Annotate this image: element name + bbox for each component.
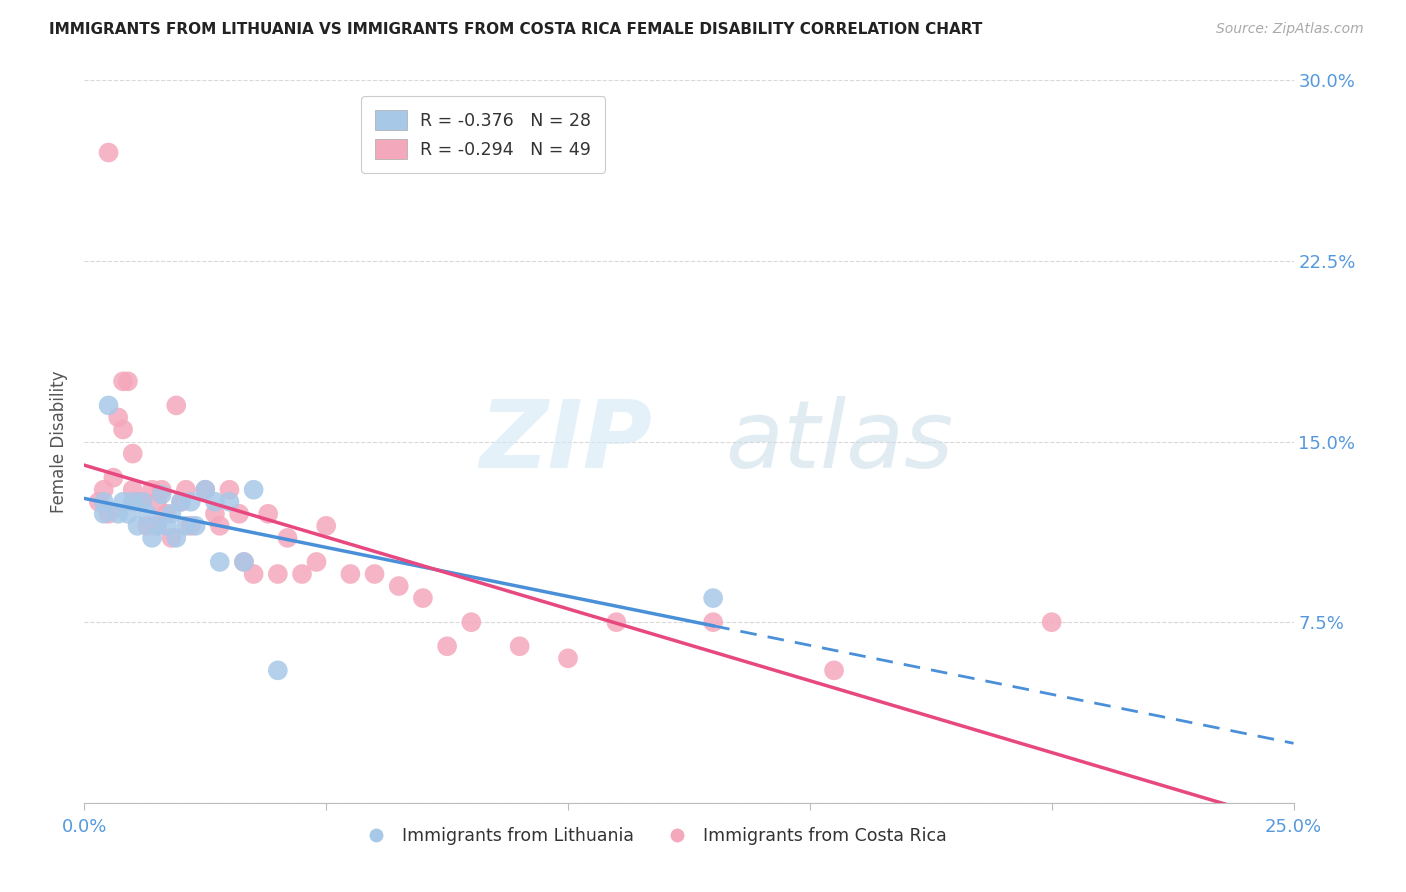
Point xyxy=(315,518,337,533)
Point xyxy=(146,494,169,508)
Text: IMMIGRANTS FROM LITHUANIA VS IMMIGRANTS FROM COSTA RICA FEMALE DISABILITY CORREL: IMMIGRANTS FROM LITHUANIA VS IMMIGRANTS … xyxy=(49,22,983,37)
Legend: Immigrants from Lithuania, Immigrants from Costa Rica: Immigrants from Lithuania, Immigrants fr… xyxy=(352,820,953,852)
Point xyxy=(93,494,115,508)
Point xyxy=(605,615,627,630)
Point xyxy=(184,518,207,533)
Y-axis label: Female Disability: Female Disability xyxy=(51,370,69,513)
Point xyxy=(204,494,226,508)
Point xyxy=(117,374,139,388)
Point xyxy=(146,518,169,533)
Point xyxy=(141,531,163,545)
Point xyxy=(127,518,149,533)
Point xyxy=(267,664,290,678)
Point xyxy=(228,507,250,521)
Point xyxy=(87,494,110,508)
Point xyxy=(702,591,724,605)
Point xyxy=(112,374,135,388)
Point xyxy=(339,567,361,582)
Point xyxy=(155,507,177,521)
Point xyxy=(242,567,264,582)
Text: atlas: atlas xyxy=(725,396,953,487)
Point xyxy=(257,507,280,521)
Point xyxy=(131,494,153,508)
Point xyxy=(204,507,226,521)
Point xyxy=(160,507,183,521)
Point xyxy=(267,567,290,582)
Point xyxy=(127,494,149,508)
Point xyxy=(436,639,458,653)
Point xyxy=(460,615,482,630)
Point xyxy=(363,567,385,582)
Point xyxy=(160,531,183,545)
Point xyxy=(107,410,129,425)
Point xyxy=(136,518,159,533)
Point xyxy=(97,145,120,160)
Point xyxy=(165,531,187,545)
Point xyxy=(233,555,256,569)
Text: ZIP: ZIP xyxy=(479,395,652,488)
Point xyxy=(155,518,177,533)
Point xyxy=(194,483,217,497)
Point xyxy=(146,518,169,533)
Point xyxy=(233,555,256,569)
Point xyxy=(170,494,193,508)
Point xyxy=(823,664,845,678)
Point xyxy=(276,531,298,545)
Point xyxy=(1040,615,1063,630)
Point xyxy=(121,494,143,508)
Point xyxy=(107,507,129,521)
Point xyxy=(103,470,125,484)
Point xyxy=(218,494,240,508)
Point xyxy=(174,518,197,533)
Point xyxy=(150,483,173,497)
Point xyxy=(305,555,328,569)
Point xyxy=(180,518,202,533)
Point xyxy=(194,483,217,497)
Point xyxy=(121,446,143,460)
Point xyxy=(93,507,115,521)
Point xyxy=(93,483,115,497)
Point xyxy=(412,591,434,605)
Point xyxy=(165,398,187,412)
Point xyxy=(121,483,143,497)
Point xyxy=(97,507,120,521)
Point xyxy=(557,651,579,665)
Point xyxy=(112,422,135,436)
Text: Source: ZipAtlas.com: Source: ZipAtlas.com xyxy=(1216,22,1364,37)
Point xyxy=(291,567,314,582)
Point xyxy=(242,483,264,497)
Point xyxy=(174,483,197,497)
Point xyxy=(141,483,163,497)
Point xyxy=(218,483,240,497)
Point xyxy=(180,494,202,508)
Point xyxy=(136,507,159,521)
Point xyxy=(131,494,153,508)
Point xyxy=(208,518,231,533)
Point xyxy=(208,555,231,569)
Point xyxy=(509,639,531,653)
Point xyxy=(170,494,193,508)
Point xyxy=(150,487,173,501)
Point xyxy=(388,579,411,593)
Point xyxy=(97,398,120,412)
Point xyxy=(702,615,724,630)
Point xyxy=(112,494,135,508)
Point xyxy=(117,507,139,521)
